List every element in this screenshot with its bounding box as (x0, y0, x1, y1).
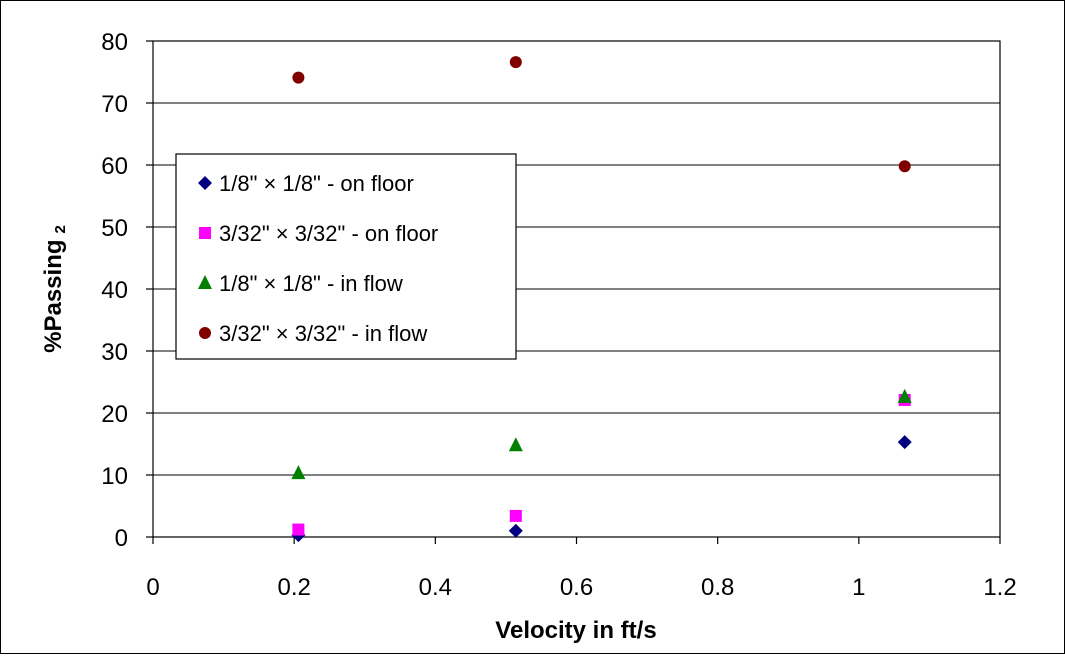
legend-marker-square (199, 227, 211, 239)
legend-marker-diamond (198, 176, 212, 190)
legend: 1/8" × 1/8" - on floor 3/32" × 3/32" - on… (175, 153, 517, 360)
data-point-triangle (897, 388, 912, 403)
data-point-diamond (508, 523, 523, 538)
data-point-circle (898, 160, 911, 173)
x-axis-title: Velocity in ft/s (495, 617, 656, 644)
data-point-diamond (897, 435, 912, 450)
y-tick-label: 60 (101, 153, 128, 180)
data-point-circle (509, 56, 522, 69)
x-tick-label: 1.2 (983, 574, 1016, 601)
data-point-square (292, 523, 305, 536)
x-tick-label: 0.6 (560, 574, 593, 601)
y-tick-label: 80 (101, 29, 128, 56)
legend-marker-triangle (198, 275, 212, 289)
x-tick-label: 0.4 (419, 574, 452, 601)
x-tick-label: 1 (852, 574, 865, 601)
y-tick-label: 70 (101, 91, 128, 118)
data-point-square (509, 509, 522, 522)
legend-label: 3/32" × 3/32" - on floor (219, 221, 438, 246)
legend-label: 1/8" × 1/8" - in flow (219, 271, 403, 296)
data-point-triangle (508, 437, 523, 452)
y-axis-title-main: %Passing (40, 239, 67, 352)
data-point-triangle (291, 465, 306, 480)
y-tick-label: 20 (101, 401, 128, 428)
y-tick-label: 30 (101, 339, 128, 366)
x-tick-label: 0 (146, 574, 159, 601)
x-tick-label: 0.8 (701, 574, 734, 601)
y-tick-label: 50 (101, 215, 128, 242)
y-axis-title: %Passing 2 (40, 225, 69, 353)
axis-ticks: 0 10 20 30 40 50 60 70 80 0 0.2 0.4 0.6 0.8 1 1.2 (101, 29, 1016, 601)
data-markers (291, 56, 912, 543)
y-tick-label: 10 (101, 463, 128, 490)
y-axis-title-subscript: 2 (52, 225, 69, 233)
legend-label: 3/32" × 3/32" - in flow (219, 321, 427, 346)
legend-label: 1/8" × 1/8" - on floor (219, 171, 414, 196)
data-point-circle (292, 71, 305, 84)
legend-box (175, 153, 517, 360)
y-tick-label: 40 (101, 277, 128, 304)
x-tick-label: 0.2 (277, 574, 310, 601)
y-tick-label: 0 (115, 525, 128, 552)
legend-marker-circle (199, 327, 211, 339)
